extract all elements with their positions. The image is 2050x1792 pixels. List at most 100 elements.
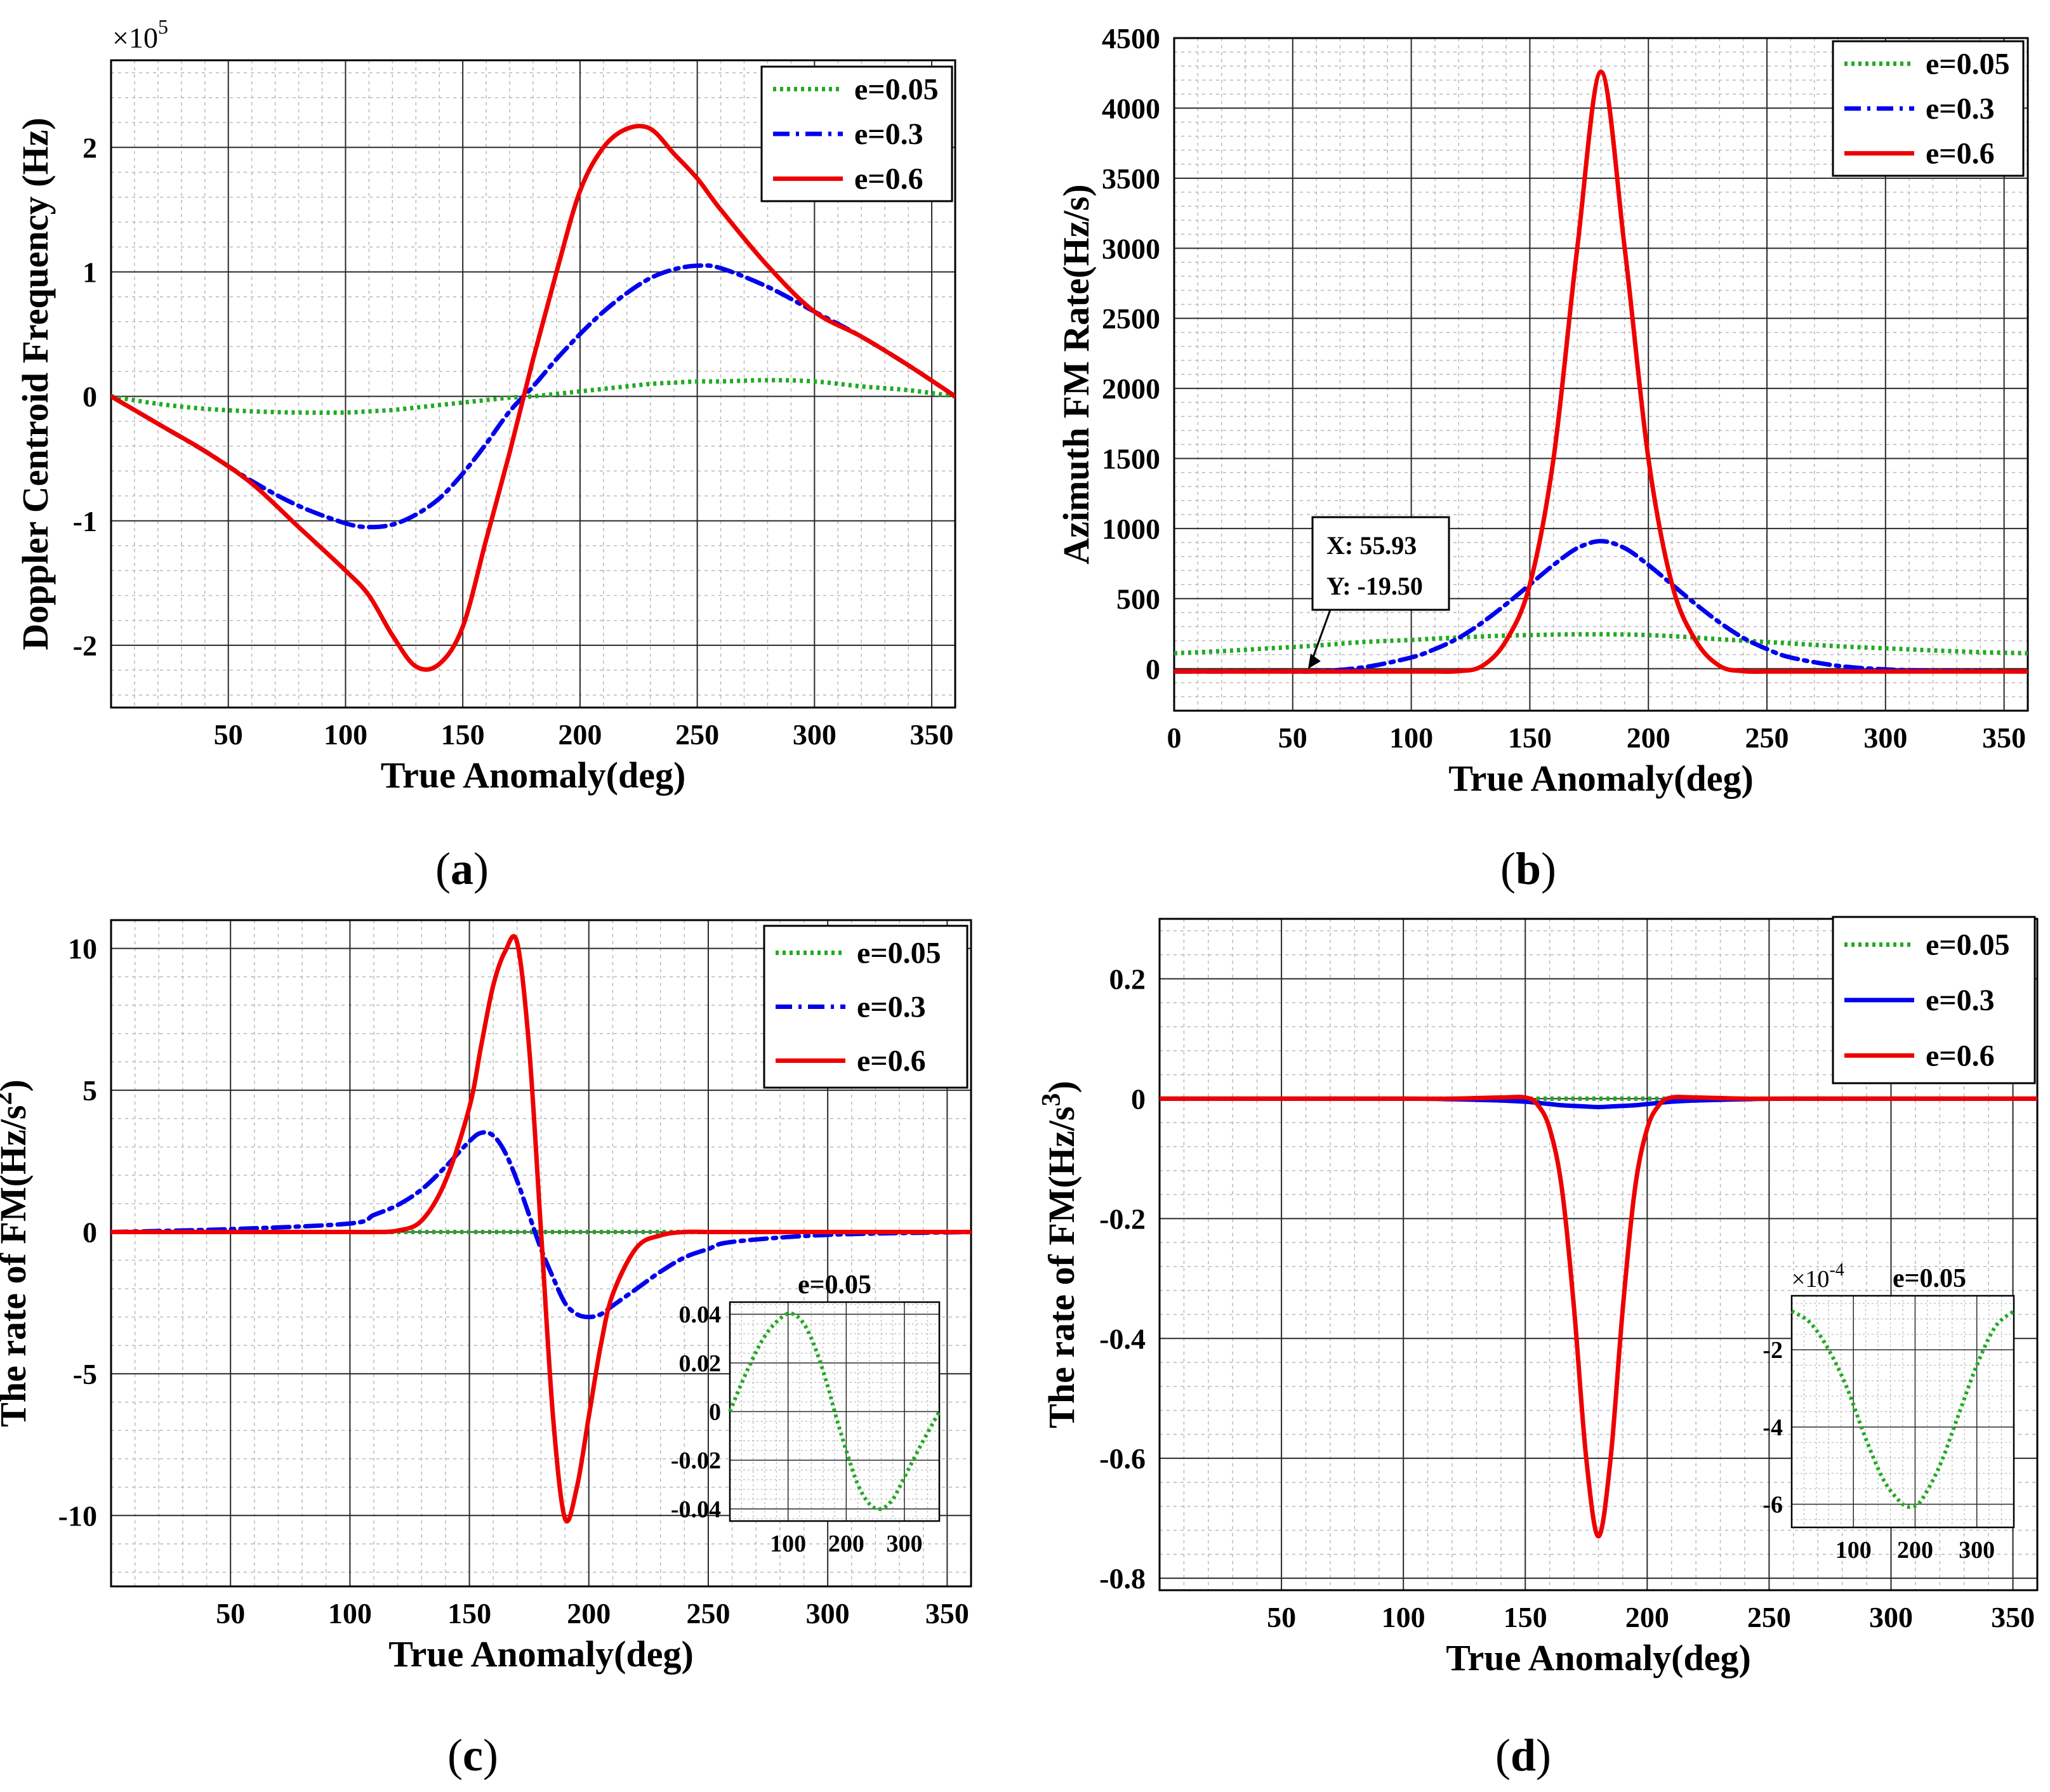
plot-frame <box>1158 918 2039 1591</box>
series-line-e-0.05 <box>1174 632 2028 656</box>
inset-y-tick-label: 0.04 <box>679 1301 722 1328</box>
inset-plot-frame <box>1790 1295 2015 1529</box>
legend-label-e-0.3: e=0.3 <box>1926 984 1995 1017</box>
inset-y-tick-label: -4 <box>1762 1414 1783 1441</box>
legend-label-e-0.05: e=0.05 <box>854 72 939 106</box>
y-tick-label: 1000 <box>1102 513 1160 545</box>
x-tick-label: 100 <box>328 1597 372 1630</box>
series-line-e-0.6 <box>111 124 955 672</box>
inset-y-tick-label: -2 <box>1762 1337 1783 1364</box>
legend-label-e-0.05: e=0.05 <box>1926 928 2010 962</box>
x-axis-label: True Anomaly(deg) <box>381 754 686 796</box>
x-tick-label: 250 <box>686 1597 730 1630</box>
y-axis-label: Doppler Centroid Frequency (Hz) <box>15 117 56 650</box>
y-tick-label: 3000 <box>1102 232 1160 265</box>
series-lines <box>111 933 971 1524</box>
x-tick-label: 350 <box>925 1597 969 1630</box>
x-tick-label: 250 <box>675 718 719 751</box>
panel-caption: (c) <box>447 1730 498 1781</box>
inset-x-tick-label: 300 <box>887 1531 923 1557</box>
y-tick-label: -2 <box>73 629 97 662</box>
panel-caption: (d) <box>1495 1730 1551 1781</box>
panel-caption: (b) <box>1500 843 1556 894</box>
x-tick-label: 200 <box>567 1597 611 1630</box>
panel-c: 50 100 150 200 250 300 350 -10 -5 0 5 10 e=0.05 e=0.3… <box>0 919 972 1781</box>
legend: e=0.05 e=0.3 e=0.6 <box>760 65 953 202</box>
x-tick-label: 50 <box>216 1597 245 1630</box>
x-tick-label: 300 <box>806 1597 850 1630</box>
panel-caption: (a) <box>435 843 489 894</box>
y-tick-label: 0.2 <box>1109 963 1146 995</box>
x-tick-label: 0 <box>1167 721 1182 754</box>
series-line-e-0.05 <box>111 378 955 415</box>
y-tick-label: 1500 <box>1102 443 1160 475</box>
legend-label-e-0.6: e=0.6 <box>1926 137 1995 171</box>
x-tick-label: 250 <box>1745 721 1789 754</box>
legend: e=0.05 e=0.3 e=0.6 <box>763 925 969 1089</box>
series-line-e-0.6 <box>111 933 971 1524</box>
y-tick-label: -10 <box>58 1499 97 1532</box>
y-tick-label: -0.6 <box>1099 1442 1146 1475</box>
x-tick-label: 200 <box>1627 721 1670 754</box>
inset-y-tick-label: -0.02 <box>671 1447 721 1474</box>
inset-x-tick-label: 200 <box>828 1531 864 1557</box>
y-tick-label: 4500 <box>1102 22 1160 55</box>
inset-x-tick-label: 100 <box>770 1531 806 1557</box>
datatip-y-label: Y: -19.50 <box>1326 572 1423 600</box>
y-tick-label: 4000 <box>1102 92 1160 124</box>
panel-b: 0 50 100 150 200 250 300 3500500100015002000250… <box>1055 22 2029 894</box>
y-axis-label: The rate of FM(Hz/s3) <box>1037 1081 1082 1428</box>
x-tick-label: 150 <box>1508 721 1552 754</box>
inset-title: e=0.05 <box>1893 1264 1966 1293</box>
series-lines <box>1160 1095 2037 1539</box>
legend-label-e-0.05: e=0.05 <box>857 937 941 970</box>
datatip-arrowhead <box>1307 654 1321 669</box>
series-lines <box>1174 69 2028 674</box>
inset-series-line-e-0.05 <box>1790 1309 2015 1509</box>
legend-label-e-0.6: e=0.6 <box>857 1044 926 1078</box>
legend: e=0.05 e=0.3 e=0.6 <box>1832 40 2025 177</box>
y-tick-label: 2 <box>83 131 97 164</box>
y-tick-label: 0 <box>1146 653 1160 685</box>
y-tick-label: -0.2 <box>1099 1202 1146 1235</box>
series-lines <box>111 124 955 672</box>
inset-title: e=0.05 <box>798 1270 871 1300</box>
y-tick-label: 0 <box>83 381 97 413</box>
inset-y-tick-label: -0.04 <box>671 1496 721 1523</box>
inset-x-tick-label: 300 <box>1959 1537 1995 1564</box>
inset-major-grid <box>730 1302 939 1521</box>
panel-d: 50 100 150 200 250 300 350 0.2 0 -0.2 -0.4 -0.6 -0.8… <box>1037 916 2039 1781</box>
datatip: X: 55.93 Y: -19.50 <box>1307 516 1450 669</box>
x-tick-label: 200 <box>1625 1601 1669 1633</box>
legend: e=0.05 e=0.3 e=0.6 <box>1832 916 2036 1084</box>
inset-y-tick-label: 0.02 <box>679 1350 722 1377</box>
y-tick-label: 0 <box>83 1216 97 1248</box>
x-tick-label: 200 <box>558 718 602 751</box>
inset-series-line-e-0.05 <box>728 1311 941 1512</box>
series-line-e-0.3 <box>111 263 955 530</box>
legend-label-e-0.6: e=0.6 <box>854 162 923 196</box>
y-tick-label: 0 <box>1131 1083 1146 1115</box>
x-tick-label: 100 <box>1389 721 1433 754</box>
inset-x-tick-label: 100 <box>1835 1537 1872 1564</box>
x-tick-label: 150 <box>1504 1601 1547 1633</box>
x-tick-label: 50 <box>1278 721 1307 754</box>
x-tick-label: 100 <box>1382 1601 1425 1633</box>
y-tick-label: 500 <box>1116 583 1160 615</box>
x-axis-label: True Anomaly(deg) <box>1448 758 1754 799</box>
y-tick-label: 2500 <box>1102 303 1160 335</box>
legend-label-e-0.3: e=0.3 <box>854 117 923 151</box>
x-tick-label: 300 <box>793 718 837 751</box>
x-tick-label: 50 <box>1267 1601 1296 1633</box>
legend-label-e-0.6: e=0.6 <box>1926 1039 1995 1072</box>
datatip-box <box>1311 516 1450 611</box>
y-axis-label: The rate of FM(Hz/s2) <box>0 1079 34 1427</box>
plot-frame <box>110 919 972 1588</box>
series-line-e-0.3 <box>1174 539 2028 674</box>
y-axis-label: Azimuth FM Rate(Hz/s) <box>1055 184 1097 564</box>
inset-chart: 100 200 300 0.04 0.02 0 -0.02 -0.04 e=0.05 <box>671 1270 941 1557</box>
y-tick-label: 5 <box>83 1074 97 1107</box>
x-tick-label: 100 <box>324 718 367 751</box>
x-tick-label: 150 <box>447 1597 491 1630</box>
